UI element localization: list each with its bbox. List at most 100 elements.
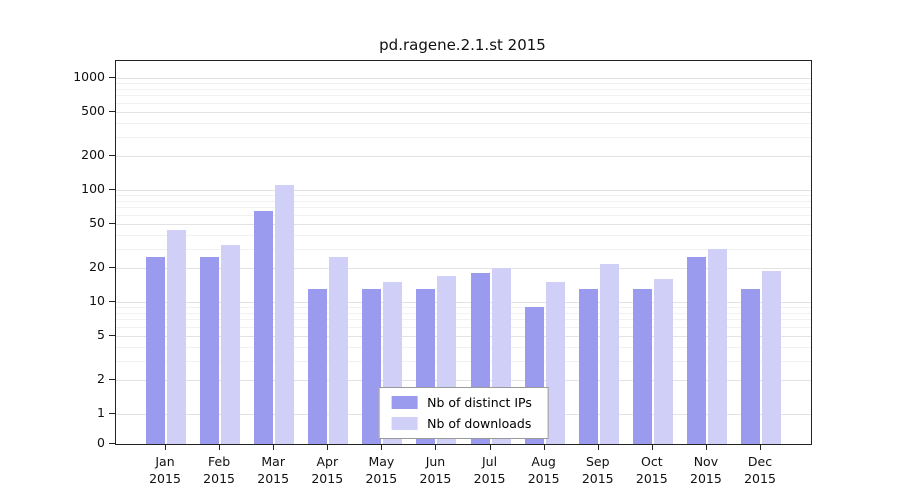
year-label: 2015: [149, 471, 181, 486]
month-label: Nov: [693, 454, 719, 469]
gridline: [116, 207, 811, 209]
x-axis-tick-mark: [435, 444, 437, 450]
y-axis-tick-mark: [109, 301, 115, 302]
legend-swatch-downloads: [391, 417, 418, 430]
y-axis-tick-label: 100: [81, 181, 105, 196]
y-axis-tick-mark: [109, 110, 115, 112]
bar-distinct-ips-jan: [146, 257, 165, 444]
legend-label-distinct-ips: Nb of distinct IPs: [427, 395, 532, 410]
x-axis-tick-label: Mar 2015: [245, 453, 301, 487]
legend-swatch-distinct-ips: [391, 396, 418, 409]
month-label: Dec: [747, 454, 773, 469]
year-label: 2015: [203, 471, 235, 486]
y-axis-tick-label: 5: [97, 326, 105, 342]
bar-distinct-ips-oct: [632, 289, 652, 444]
bar-downloads-oct: [653, 279, 673, 444]
legend: Nb of distinct IPs Nb of downloads: [378, 387, 549, 439]
gridline: [116, 102, 811, 104]
y-axis-tick-mark: [109, 189, 115, 190]
x-axis-tick-mark: [273, 444, 275, 450]
gridline: [116, 380, 811, 382]
bar-downloads-feb: [221, 245, 241, 444]
bar-distinct-ips-apr: [308, 289, 328, 444]
year-label: 2015: [311, 471, 344, 486]
x-axis-tick-label: Jul 2015: [462, 453, 518, 487]
month-label: Oct: [641, 454, 663, 469]
x-axis-tick-label: Aug 2015: [516, 453, 572, 487]
x-axis-tick-label: Sep 2015: [570, 453, 626, 487]
x-axis-tick-mark: [760, 444, 761, 450]
legend-item-distinct-ips: Nb of distinct IPs: [391, 395, 532, 410]
y-axis-tick-label: 10: [89, 293, 105, 308]
x-axis-tick-label: Dec 2015: [732, 453, 788, 487]
gridline: [116, 95, 811, 97]
bar-distinct-ips-may: [362, 289, 382, 444]
bar-downloads-nov: [707, 248, 727, 444]
year-label: 2015: [744, 471, 776, 486]
y-axis-tick-mark: [109, 443, 115, 444]
gridline: [116, 156, 811, 158]
gridline: [116, 136, 811, 138]
month-label: Jul: [481, 454, 498, 469]
bar-distinct-ips-dec: [741, 289, 760, 444]
year-label: 2015: [473, 471, 506, 486]
bar-distinct-ips-mar: [254, 210, 274, 444]
y-axis-tick-label: 0: [97, 435, 105, 450]
x-axis-tick-label: Nov 2015: [678, 453, 734, 487]
y-axis-tick-mark: [109, 222, 115, 224]
y-axis-tick-label: 50: [89, 214, 105, 230]
month-label: Aug: [531, 454, 556, 469]
y-axis-tick-label: 1000: [73, 69, 105, 84]
gridline: [116, 346, 811, 348]
gridline: [116, 111, 811, 113]
x-axis-tick-mark: [543, 444, 545, 450]
bar-downloads-mar: [275, 185, 295, 444]
bar-downloads-dec: [762, 270, 781, 444]
year-label: 2015: [635, 471, 668, 486]
bar-distinct-ips-feb: [200, 257, 220, 444]
legend-label-downloads: Nb of downloads: [427, 416, 532, 431]
year-label: 2015: [365, 471, 398, 486]
gridline: [116, 234, 811, 236]
x-axis-tick-mark: [165, 444, 166, 450]
y-axis-tick-mark: [109, 77, 115, 78]
year-label: 2015: [257, 471, 290, 486]
year-label: 2015: [419, 471, 452, 486]
gridline: [116, 223, 811, 225]
x-axis-tick-mark: [381, 444, 383, 450]
gridline: [116, 360, 811, 362]
gridline: [116, 302, 811, 303]
year-label: 2015: [527, 471, 560, 486]
chart-title: pd.ragene.2.1.st 2015: [379, 36, 546, 54]
y-axis-tick-mark: [109, 155, 115, 157]
month-label: Sep: [585, 454, 610, 469]
bar-downloads-jan: [167, 229, 186, 444]
month-label: Apr: [316, 454, 339, 469]
bar-downloads-apr: [329, 257, 349, 444]
bar-distinct-ips-sep: [578, 289, 598, 444]
gridline: [116, 195, 811, 197]
bar-downloads-sep: [599, 263, 619, 444]
y-axis-tick-label: 2: [97, 371, 105, 387]
x-axis-tick-label: Oct 2015: [624, 453, 680, 487]
gridline: [116, 248, 811, 250]
gridline: [116, 319, 811, 321]
gridline: [116, 214, 811, 216]
month-label: Mar: [261, 454, 285, 469]
gridline: [116, 307, 811, 309]
gridline: [116, 335, 811, 337]
month-label: Jun: [425, 454, 446, 469]
x-axis-tick-mark: [219, 444, 221, 450]
plot-area: Nb of distinct IPs Nb of downloads: [115, 60, 812, 445]
year-label: 2015: [581, 471, 614, 486]
gridline: [116, 312, 811, 314]
bar-distinct-ips-nov: [686, 257, 706, 444]
x-axis-tick-mark: [327, 444, 329, 450]
x-axis-tick-mark: [597, 444, 599, 450]
y-axis-tick-label: 20: [89, 259, 105, 275]
x-axis-tick-mark: [651, 444, 653, 450]
year-label: 2015: [690, 471, 722, 486]
x-axis-tick-label: Jun 2015: [407, 453, 463, 487]
y-axis-tick-label: 200: [81, 147, 105, 163]
gridline: [116, 78, 811, 79]
